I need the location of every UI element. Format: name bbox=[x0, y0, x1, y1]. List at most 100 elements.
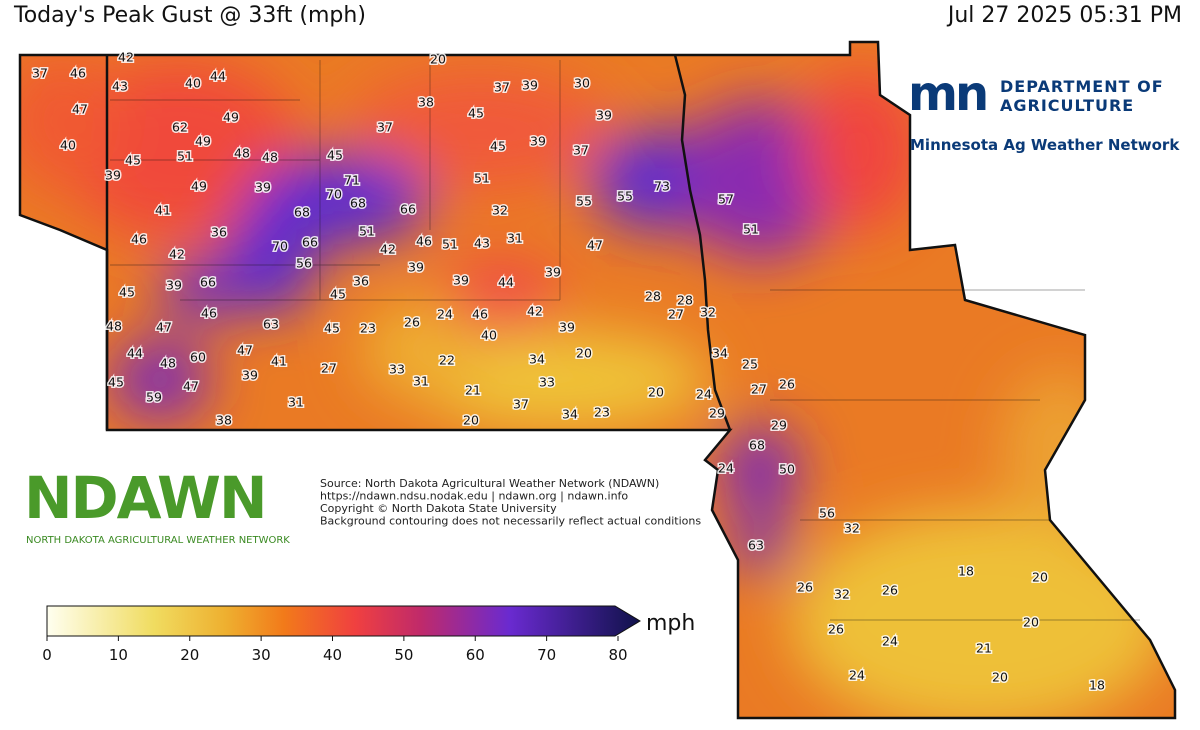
timestamp: Jul 27 2025 05:31 PM bbox=[946, 3, 1182, 28]
station-value: 43 bbox=[112, 79, 128, 94]
station-value: 50 bbox=[779, 462, 795, 477]
station-value: 45 bbox=[468, 106, 484, 121]
station-value: 39 bbox=[408, 260, 424, 275]
station-value: 34 bbox=[712, 346, 728, 361]
station-value: 39 bbox=[242, 368, 258, 383]
station-value: 38 bbox=[216, 413, 232, 428]
station-value: 37 bbox=[32, 66, 48, 81]
station-value: 46 bbox=[201, 306, 217, 321]
title: Today's Peak Gust @ 33ft (mph) bbox=[13, 3, 366, 28]
colorbar-tick-label: 10 bbox=[109, 646, 128, 664]
station-value: 45 bbox=[108, 375, 124, 390]
colorbar-tick-label: 70 bbox=[537, 646, 556, 664]
station-value: 63 bbox=[748, 538, 764, 553]
station-value: 33 bbox=[539, 375, 555, 390]
station-value: 45 bbox=[330, 287, 346, 302]
station-value: 44 bbox=[210, 69, 226, 84]
station-value: 23 bbox=[360, 321, 376, 336]
source-line: Copyright © North Dakota State Universit… bbox=[320, 502, 557, 515]
station-value: 44 bbox=[127, 346, 143, 361]
station-value: 27 bbox=[668, 307, 684, 322]
mda-line1: DEPARTMENT OF bbox=[1000, 77, 1164, 96]
station-value: 37 bbox=[513, 397, 529, 412]
station-value: 39 bbox=[166, 278, 182, 293]
station-value: 21 bbox=[976, 641, 992, 656]
station-value: 39 bbox=[522, 78, 538, 93]
station-value: 46 bbox=[472, 307, 488, 322]
station-labels: 37 46 42 43 40 44 20 47 38 37 39 30 62 49 45 39 40 49 37 45… bbox=[31, 48, 1107, 694]
station-value: 28 bbox=[645, 289, 661, 304]
station-value: 66 bbox=[302, 235, 318, 250]
station-value: 60 bbox=[190, 350, 206, 365]
station-value: 45 bbox=[125, 153, 141, 168]
station-value: 51 bbox=[442, 237, 458, 252]
station-value: 51 bbox=[743, 222, 759, 237]
station-value: 41 bbox=[155, 203, 171, 218]
station-value: 73 bbox=[654, 179, 670, 194]
station-value: 27 bbox=[751, 382, 767, 397]
colorbar-unit: mph bbox=[646, 611, 695, 636]
station-value: 45 bbox=[119, 285, 135, 300]
station-value: 38 bbox=[418, 95, 434, 110]
station-value: 66 bbox=[400, 202, 416, 217]
station-value: 68 bbox=[749, 438, 765, 453]
station-value: 32 bbox=[844, 521, 860, 536]
colorbar-ramp bbox=[46, 605, 641, 637]
station-value: 51 bbox=[359, 224, 375, 239]
colorbar-tick-label: 60 bbox=[466, 646, 485, 664]
ndawn-subtitle: NORTH DAKOTA AGRICULTURAL WEATHER NETWOR… bbox=[26, 535, 290, 546]
station-value: 47 bbox=[237, 343, 253, 358]
station-value: 45 bbox=[324, 321, 340, 336]
station-value: 40 bbox=[185, 76, 201, 91]
station-value: 36 bbox=[211, 225, 227, 240]
colorbar-tick-label: 50 bbox=[394, 646, 413, 664]
station-value: 36 bbox=[353, 274, 369, 289]
station-value: 51 bbox=[474, 171, 490, 186]
station-value: 49 bbox=[195, 134, 211, 149]
station-value: 46 bbox=[70, 66, 86, 81]
station-value: 47 bbox=[587, 238, 603, 253]
station-value: 48 bbox=[262, 150, 278, 165]
station-value: 33 bbox=[389, 362, 405, 377]
mda-mark: mn bbox=[908, 66, 986, 122]
station-value: 29 bbox=[709, 406, 725, 421]
station-value: 40 bbox=[481, 328, 497, 343]
station-value: 37 bbox=[494, 80, 510, 95]
station-value: 18 bbox=[1089, 678, 1105, 693]
station-value: 68 bbox=[350, 196, 366, 211]
station-value: 39 bbox=[530, 134, 546, 149]
station-value: 26 bbox=[828, 622, 844, 637]
mda-line2: AGRICULTURE bbox=[1000, 96, 1134, 115]
station-value: 43 bbox=[474, 236, 490, 251]
station-value: 45 bbox=[490, 139, 506, 154]
station-value: 27 bbox=[321, 361, 337, 376]
station-value: 32 bbox=[700, 305, 716, 320]
colorbar-tick-label: 80 bbox=[608, 646, 627, 664]
station-value: 39 bbox=[105, 168, 121, 183]
station-value: 56 bbox=[819, 506, 835, 521]
station-value: 24 bbox=[849, 668, 865, 683]
station-value: 39 bbox=[255, 180, 271, 195]
source-notes: Source: North Dakota Agricultural Weathe… bbox=[320, 477, 701, 528]
station-value: 20 bbox=[992, 670, 1008, 685]
colorbar-tick-label: 0 bbox=[42, 646, 52, 664]
station-value: 45 bbox=[327, 148, 343, 163]
source-line: https://ndawn.ndsu.nodak.edu | ndawn.org… bbox=[320, 490, 628, 503]
station-value: 57 bbox=[718, 192, 734, 207]
station-value: 47 bbox=[156, 320, 172, 335]
station-value: 44 bbox=[498, 275, 514, 290]
station-value: 49 bbox=[223, 110, 239, 125]
station-value: 46 bbox=[416, 234, 432, 249]
station-value: 26 bbox=[882, 583, 898, 598]
ndawn-name: NDAWN bbox=[24, 464, 265, 532]
station-value: 37 bbox=[377, 120, 393, 135]
station-value: 47 bbox=[72, 102, 88, 117]
station-value: 31 bbox=[413, 374, 429, 389]
station-value: 21 bbox=[465, 383, 481, 398]
station-value: 20 bbox=[648, 385, 664, 400]
station-value: 25 bbox=[742, 357, 758, 372]
mda-network: Minnesota Ag Weather Network bbox=[910, 136, 1180, 154]
station-value: 26 bbox=[404, 315, 420, 330]
station-value: 55 bbox=[576, 194, 592, 209]
